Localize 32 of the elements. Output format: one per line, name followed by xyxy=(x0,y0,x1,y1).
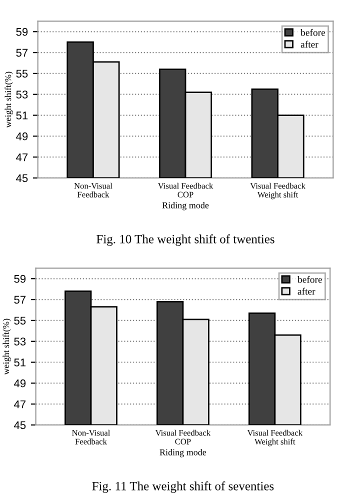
x-axis-title: Riding mode xyxy=(160,449,206,458)
y-tick-label: 57 xyxy=(14,296,26,304)
legend-label: after xyxy=(298,288,316,295)
y-tick-label: 49 xyxy=(14,379,26,388)
caption: Fig. 10 The weight shift of twenties xyxy=(96,234,274,246)
y-tick-label: 49 xyxy=(16,132,28,140)
x-tick-label: Non-Visual Feedback xyxy=(72,430,110,444)
x-tick-label: Visual Feedback Weight shift xyxy=(247,430,303,446)
x-tick-label: Visual Feedback COP xyxy=(158,182,214,198)
x-tick-label: Visual Feedback Weight shift xyxy=(250,182,306,200)
x-axis-title: Riding mode xyxy=(162,202,209,210)
legend-label: before xyxy=(297,276,322,283)
x-tick-label: Non-Visual Feedback xyxy=(74,182,112,198)
legend-label: before xyxy=(300,28,326,36)
y-tick-label: 51 xyxy=(16,112,28,120)
y-tick-label: 57 xyxy=(16,48,28,57)
y-tick-label: 47 xyxy=(16,153,28,162)
y-tick-label: 59 xyxy=(16,28,28,36)
legend-label: after xyxy=(300,40,318,48)
y-tick-label: 55 xyxy=(14,316,26,325)
y-tick-label: 59 xyxy=(14,274,26,283)
y-tick-label: 45 xyxy=(16,174,28,182)
y-tick-label: 53 xyxy=(14,338,26,346)
y-tick-label: 53 xyxy=(16,90,28,98)
y-tick-label: 55 xyxy=(16,70,28,78)
x-tick-label: Visual Feedback COP xyxy=(155,430,211,444)
caption: Fig. 11 The weight shift of seventies xyxy=(92,481,274,493)
y-axis-title: weight shift(%) xyxy=(2,318,11,375)
y-tick-label: 47 xyxy=(14,400,26,408)
y-tick-label: 51 xyxy=(14,358,26,366)
y-tick-label: 45 xyxy=(14,421,26,430)
y-axis-title: weight shift(%) xyxy=(4,72,13,128)
